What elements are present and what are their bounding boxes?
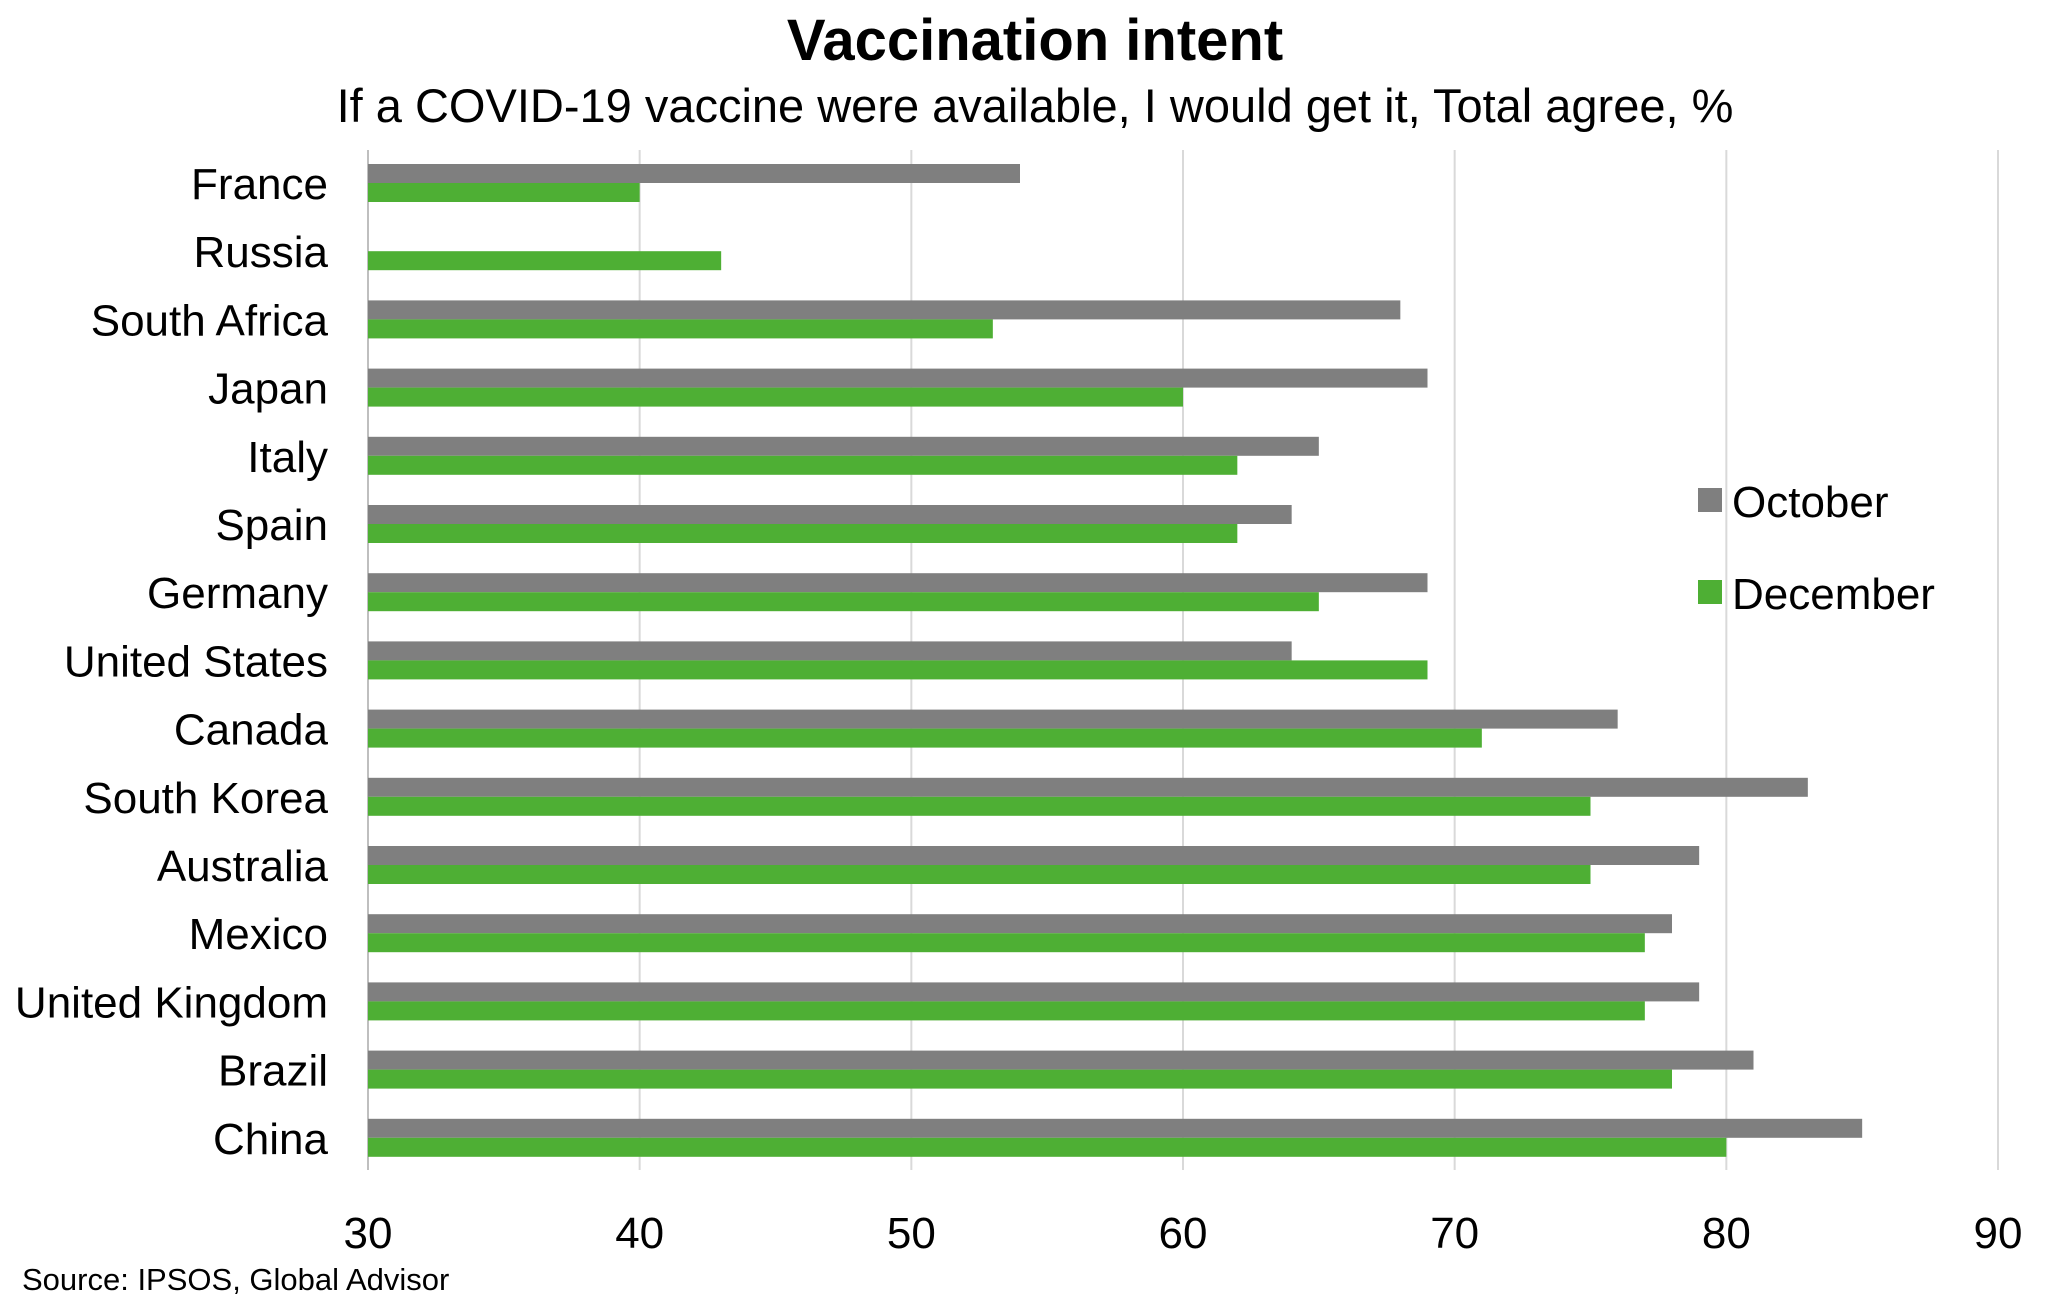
category-label-canada: Canada bbox=[174, 706, 329, 755]
bar-december-australia bbox=[368, 865, 1591, 884]
category-label-france: France bbox=[191, 160, 328, 209]
category-labels: France Russia South Africa Japan Italy Spain G… bbox=[15, 160, 329, 1164]
bar-october-germany bbox=[368, 573, 1428, 593]
bar-december-brazil bbox=[368, 1069, 1672, 1089]
bar-december-russia bbox=[368, 251, 722, 271]
bar-december-south-africa bbox=[368, 319, 993, 339]
bar-october-united-states bbox=[368, 641, 1292, 661]
bar-december-italy bbox=[368, 455, 1238, 475]
bar-december-canada bbox=[368, 728, 1482, 748]
bar-october-south-africa bbox=[368, 300, 1401, 320]
chart-title: Vaccination intent bbox=[787, 8, 1283, 73]
category-label-south-africa: South Africa bbox=[91, 296, 329, 345]
bar-december-germany bbox=[368, 592, 1319, 612]
x-tick-label-60: 60 bbox=[1159, 1209, 1208, 1258]
bar-october-australia bbox=[368, 846, 1700, 865]
x-tick-label-70: 70 bbox=[1430, 1209, 1479, 1258]
bar-december-france bbox=[368, 183, 640, 202]
bar-october-mexico bbox=[368, 914, 1672, 934]
category-label-united-states: United States bbox=[64, 637, 328, 686]
bar-october-united-kingdom bbox=[368, 982, 1700, 1002]
legend-label-december: December bbox=[1732, 570, 1935, 619]
bar-december-china bbox=[368, 1137, 1727, 1157]
bar-december-mexico bbox=[368, 933, 1645, 953]
x-tick-label-40: 40 bbox=[615, 1209, 664, 1258]
chart-subtitle: If a COVID-19 vaccine were available, I … bbox=[337, 79, 1734, 132]
category-label-italy: Italy bbox=[247, 433, 328, 482]
legend-swatch-december bbox=[1698, 580, 1722, 604]
category-label-japan: Japan bbox=[208, 365, 328, 414]
bar-october-canada bbox=[368, 709, 1618, 729]
x-tick-labels: 30 40 50 60 70 80 90 bbox=[344, 1209, 2023, 1258]
bar-december-united-kingdom bbox=[368, 1001, 1645, 1021]
category-label-china: China bbox=[213, 1115, 328, 1164]
bar-october-japan bbox=[368, 368, 1428, 388]
bar-october-france bbox=[368, 164, 1020, 183]
category-label-mexico: Mexico bbox=[189, 910, 328, 959]
bars bbox=[368, 164, 1863, 1157]
x-tick-label-30: 30 bbox=[344, 1209, 393, 1258]
bar-december-japan bbox=[368, 387, 1183, 407]
x-tick-label-90: 90 bbox=[1974, 1209, 2023, 1258]
x-tick-label-50: 50 bbox=[887, 1209, 936, 1258]
bar-december-united-states bbox=[368, 660, 1428, 680]
bar-december-south-korea bbox=[368, 796, 1591, 816]
x-tick-label-80: 80 bbox=[1702, 1209, 1751, 1258]
category-label-united-kingdom: United Kingdom bbox=[15, 978, 328, 1027]
legend-swatch-october bbox=[1698, 488, 1722, 512]
bar-december-spain bbox=[368, 524, 1238, 543]
bar-october-brazil bbox=[368, 1050, 1754, 1070]
category-label-south-korea: South Korea bbox=[83, 774, 328, 823]
category-label-brazil: Brazil bbox=[218, 1047, 328, 1096]
bar-october-china bbox=[368, 1118, 1863, 1138]
category-label-germany: Germany bbox=[147, 569, 328, 618]
bar-october-spain bbox=[368, 505, 1292, 524]
category-label-australia: Australia bbox=[157, 842, 329, 891]
bar-october-south-korea bbox=[368, 777, 1808, 797]
legend-label-october: October bbox=[1732, 478, 1889, 527]
source-note: Source: IPSOS, Global Advisor bbox=[22, 1262, 449, 1297]
category-label-spain: Spain bbox=[215, 501, 328, 550]
legend: October December bbox=[1698, 478, 1935, 619]
bar-october-italy bbox=[368, 436, 1319, 456]
category-label-russia: Russia bbox=[194, 228, 329, 277]
